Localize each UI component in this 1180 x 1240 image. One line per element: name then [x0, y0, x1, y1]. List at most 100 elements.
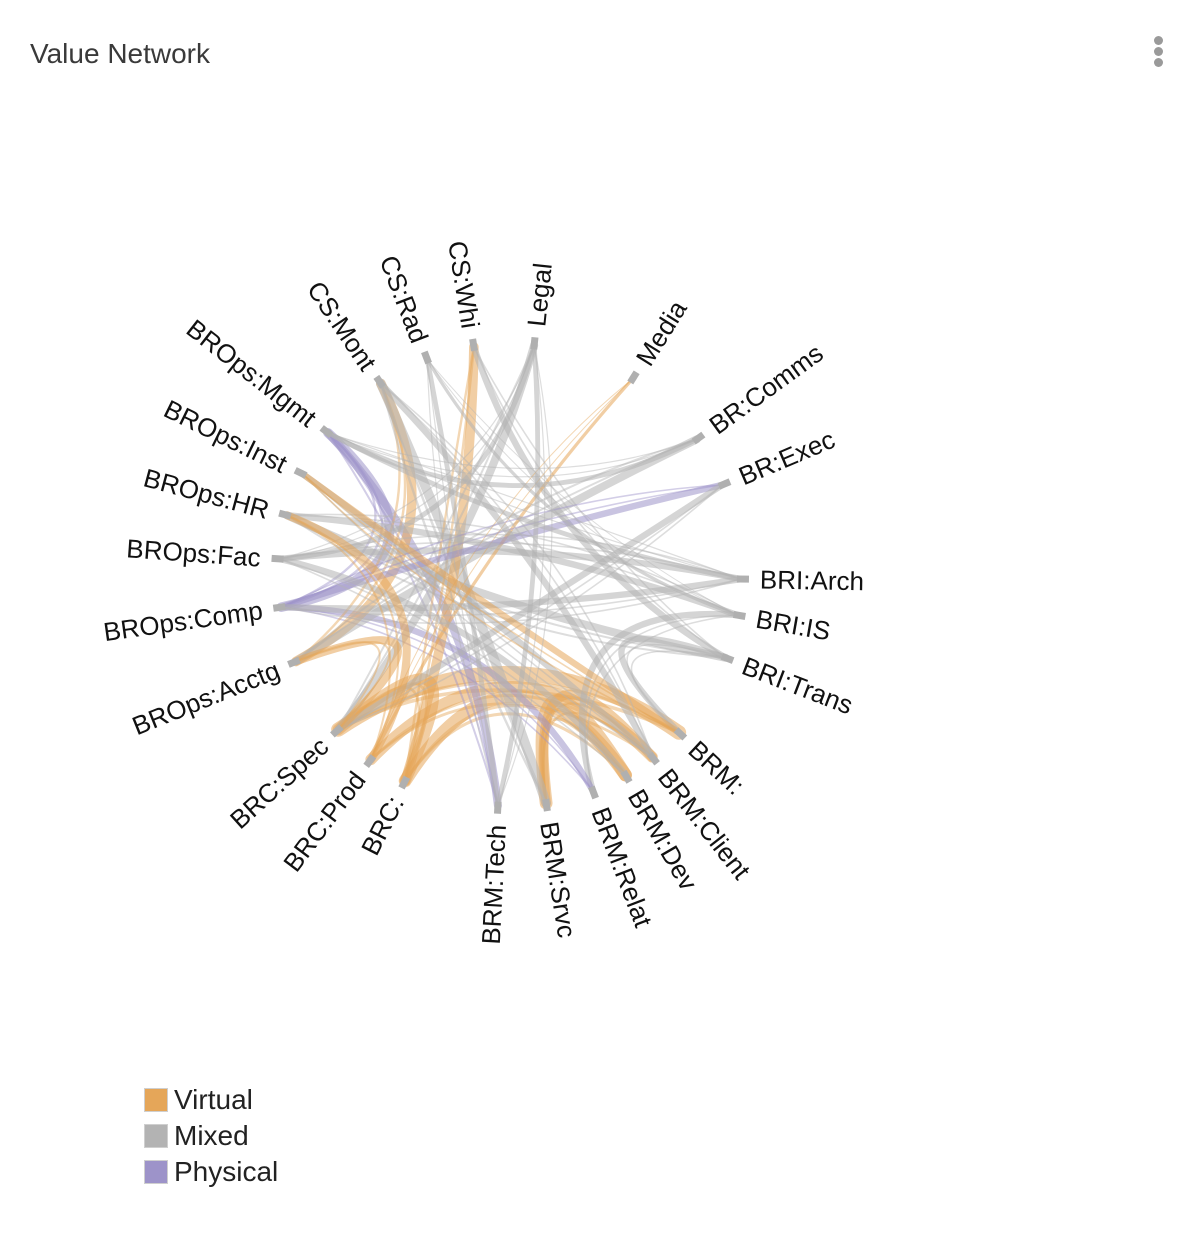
node-tick-brm-dev[interactable]: [620, 769, 633, 784]
node-label-bri-arch[interactable]: BRI:Arch: [760, 564, 865, 596]
link-brm-relat-to-bri-is[interactable]: [578, 610, 741, 794]
link-brm-dev-to-brops-fac[interactable]: [276, 555, 629, 779]
node-tick-brm-client[interactable]: [646, 751, 660, 766]
link-brm-tech-to-legal[interactable]: [495, 342, 541, 809]
link-strand-brm-relat-2: [281, 606, 594, 792]
link-strand-brm-tech-1: [497, 345, 546, 806]
node-tick-brops-comp[interactable]: [272, 603, 286, 612]
node-tick-legal[interactable]: [530, 336, 539, 350]
node-tick-brc-prod[interactable]: [363, 754, 377, 768]
link-brm-srvc-to-brm-client[interactable]: [538, 689, 658, 808]
legend-label-mixed: Mixed: [174, 1120, 249, 1151]
link-strand-brc-spec-1: [295, 641, 391, 731]
node-tick-brm-relat[interactable]: [588, 785, 599, 800]
link-strand-legal-1: [337, 344, 536, 731]
link-strand-brops-acctg-2: [295, 438, 698, 663]
node-label-brc[interactable]: BRC:: [355, 791, 410, 860]
node-label-brops-comp[interactable]: BROps:Comp: [102, 595, 265, 647]
links-layer: [276, 341, 745, 810]
link-strand-brc-prod-1: [286, 514, 400, 760]
node-label-bri-is[interactable]: BRI:IS: [754, 604, 833, 647]
node-tick-brm-tech[interactable]: [493, 801, 502, 814]
link-strand-brm-dev-1: [279, 558, 627, 776]
node-tick-brops-inst[interactable]: [293, 467, 308, 479]
node-label-brops-hr[interactable]: BROps:HR: [140, 463, 272, 525]
node-label-media[interactable]: Media: [630, 295, 693, 371]
node-label-br-exec[interactable]: BR:Exec: [734, 424, 839, 491]
node-tick-media[interactable]: [627, 370, 640, 385]
link-strand-brm-client-1: [380, 382, 653, 758]
link-strand-brops-mgmt-2: [327, 432, 742, 580]
link-strand-br-exec-1: [280, 483, 723, 608]
link-bri-trans-to-brm[interactable]: [618, 635, 729, 736]
node-tick-cs-whi[interactable]: [469, 338, 478, 352]
link-strand-cs-mont-1: [379, 383, 548, 804]
link-brm-client-to-cs-mont[interactable]: [377, 380, 656, 761]
node-tick-brm[interactable]: [673, 727, 688, 741]
link-strand-cs-rad-2: [426, 359, 738, 616]
node-tick-brm-srvc[interactable]: [542, 798, 551, 812]
link-strand-brm-tech-2: [497, 345, 553, 806]
node-label-br-comms[interactable]: BR:Comms: [703, 338, 828, 440]
link-brops-mgmt-to-bri-arch[interactable]: [325, 430, 744, 582]
node-label-brm-srvc[interactable]: BRM:Srvc: [534, 820, 582, 940]
node-tick-bri-is[interactable]: [732, 610, 746, 620]
node-label-bri-trans[interactable]: BRI:Trans: [738, 651, 857, 721]
link-strand-bri-trans-1: [626, 643, 726, 734]
link-brc-prod-to-brops-hr[interactable]: [282, 511, 411, 764]
node-ticks: [271, 336, 750, 814]
link-strand-brm-dev-2: [279, 558, 627, 776]
link-strand-brc-prod-2: [286, 514, 392, 760]
link-strand-brm-relat-1: [281, 606, 594, 792]
link-cs-whi-to-brc[interactable]: [400, 342, 479, 786]
legend-label-physical: Physical: [174, 1156, 279, 1187]
panel-title: Value Network: [30, 38, 211, 69]
node-label-cs-rad[interactable]: CS:Rad: [374, 251, 435, 347]
link-cs-rad-to-bri-is[interactable]: [425, 357, 740, 617]
link-bri-arch-to-brops-comp[interactable]: [278, 575, 745, 612]
node-tick-brops-acctg[interactable]: [287, 656, 301, 668]
node-label-cs-whi[interactable]: CS:Whi: [442, 239, 485, 331]
link-bri-is-to-brops-hr[interactable]: [283, 512, 741, 619]
node-tick-br-exec[interactable]: [717, 478, 732, 490]
node-tick-cs-mont[interactable]: [373, 374, 386, 389]
node-label-brm-tech[interactable]: BRM:Tech: [476, 824, 512, 945]
link-strand-brc-2: [403, 712, 627, 782]
link-legal-to-brops-fac[interactable]: [277, 342, 537, 562]
link-brc-spec-to-brops-acctg[interactable]: [291, 636, 402, 734]
link-strand-brops-inst-2: [301, 473, 653, 758]
link-brm-to-brops-inst[interactable]: [299, 470, 683, 736]
link-strand-brops-mgmt-1: [327, 432, 742, 580]
legend-label-virtual: Virtual: [174, 1084, 253, 1115]
node-label-brops-fac[interactable]: BROps:Fac: [126, 533, 262, 572]
node-tick-brops-hr[interactable]: [278, 509, 292, 520]
legend-swatch-physical: [144, 1160, 168, 1184]
link-strand-br-exec-1: [337, 484, 724, 731]
link-strand-legal-2: [279, 345, 535, 560]
legend-item-mixed[interactable]: Mixed: [144, 1118, 278, 1154]
node-tick-bri-trans[interactable]: [720, 653, 735, 664]
kebab-menu-icon[interactable]: [1148, 36, 1168, 76]
node-tick-cs-rad[interactable]: [421, 350, 432, 365]
link-strand-bri-trans-2: [630, 650, 726, 734]
node-label-cs-mont[interactable]: CS:Mont: [301, 276, 383, 377]
legend-swatch-mixed: [144, 1124, 168, 1148]
link-strand-brc-spec-2: [295, 641, 381, 731]
node-label-brops-acctg[interactable]: BROps:Acctg: [128, 655, 284, 741]
node-tick-br-comms[interactable]: [691, 431, 706, 445]
link-cs-rad-to-brm-tech[interactable]: [424, 356, 501, 809]
link-strand-cs-whi-2: [473, 346, 727, 659]
link-strand-brm-relat-2: [586, 614, 738, 791]
node-tick-brops-fac[interactable]: [271, 554, 284, 563]
node-tick-brops-mgmt[interactable]: [319, 425, 334, 439]
legend-item-virtual[interactable]: Virtual: [144, 1082, 278, 1118]
link-strand-cs-rad-1: [426, 359, 738, 616]
node-tick-brc-spec[interactable]: [330, 724, 344, 738]
node-tick-brc[interactable]: [398, 775, 411, 790]
legend-item-physical[interactable]: Physical: [144, 1154, 278, 1190]
node-label-legal[interactable]: Legal: [521, 262, 557, 328]
link-br-exec-to-brops-comp[interactable]: [278, 481, 726, 611]
link-strand-brm-client-2: [380, 382, 653, 758]
link-strand-br-exec-2: [338, 484, 724, 731]
